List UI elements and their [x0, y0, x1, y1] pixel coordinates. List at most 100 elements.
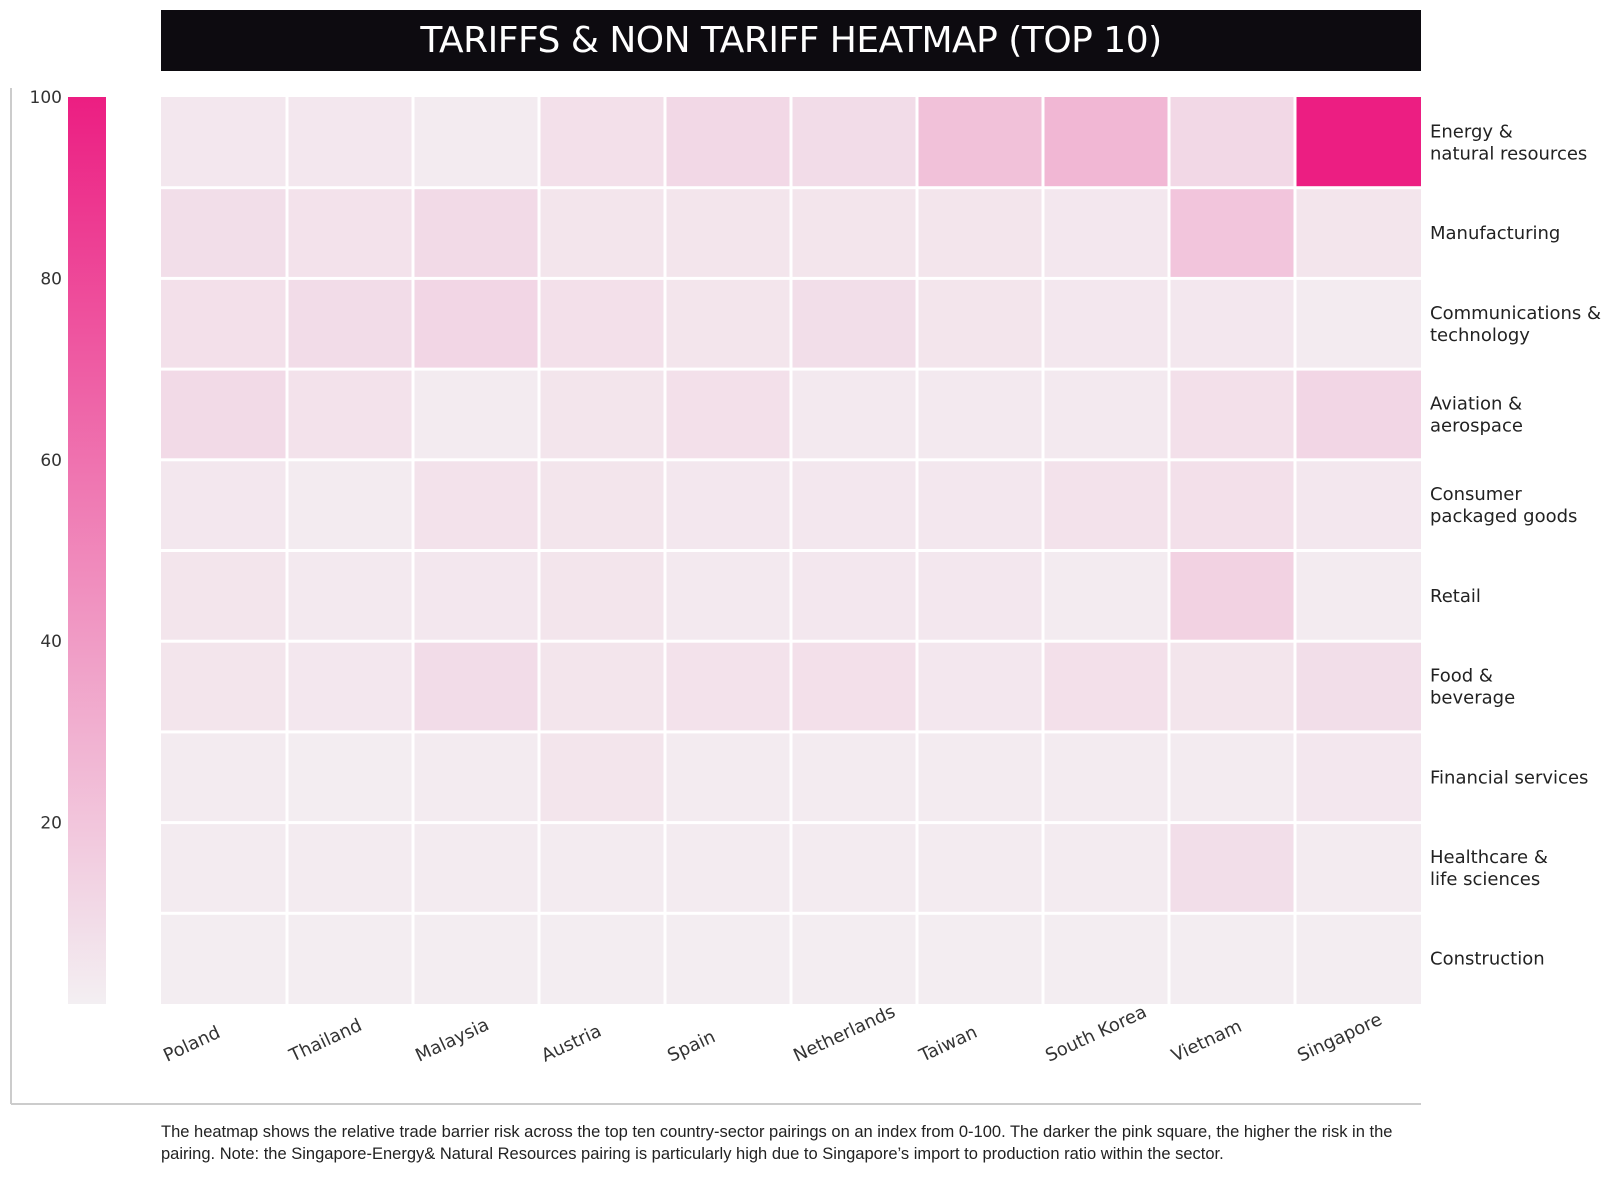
- heatmap-cell: [540, 733, 664, 822]
- heatmap-cell: [1296, 189, 1421, 277]
- heatmap-cell: [540, 824, 664, 912]
- heatmap-cell: [666, 97, 790, 187]
- row-labels: Energy & natural resources Manufacturing Co…: [1430, 121, 1601, 969]
- heatmap-cell: [792, 279, 916, 368]
- column-labels: Poland Thailand Malaysia Austria Spain Nether…: [160, 1001, 1385, 1067]
- heatmap-cell: [918, 279, 1042, 368]
- heatmap-cell: [1296, 552, 1421, 640]
- heatmap-cell: [161, 279, 286, 368]
- row-label: Food & beverage: [1430, 666, 1515, 709]
- heatmap-cell: [1296, 642, 1421, 731]
- heatmap-cell: [792, 824, 916, 912]
- heatmap-cell: [666, 914, 790, 1004]
- heatmap-cell: [1170, 97, 1294, 187]
- heatmap-cell: [666, 189, 790, 277]
- heatmap-cell: [792, 733, 916, 822]
- heatmap-cell: [540, 97, 664, 187]
- heatmap-cell: [414, 642, 538, 731]
- heatmap-cell: [666, 461, 790, 549]
- heatmap-cell: [918, 97, 1042, 187]
- heatmap-cell: [414, 914, 538, 1004]
- heatmap-cell: [1296, 370, 1421, 459]
- heatmap-cell: [1044, 824, 1168, 912]
- heatmap-cell: [414, 824, 538, 912]
- column-label: Thailand: [285, 1015, 365, 1067]
- heatmap-cell: [1170, 642, 1294, 731]
- heatmap-cell: [666, 552, 790, 640]
- heatmap-cell: [1044, 552, 1168, 640]
- heatmap-cell: [414, 733, 538, 822]
- heatmap-cell: [1170, 552, 1294, 640]
- colorbar-tick-label: 40: [40, 632, 62, 652]
- heatmap-cell: [1296, 914, 1421, 1004]
- heatmap-cell: [1296, 733, 1421, 822]
- heatmap-cell: [918, 914, 1042, 1004]
- heatmap-cell: [918, 733, 1042, 822]
- heatmap-cell: [1044, 97, 1168, 187]
- heatmap-cell: [918, 642, 1042, 731]
- heatmap-cell: [1170, 824, 1294, 912]
- column-label: South Korea: [1042, 1001, 1150, 1066]
- row-label: Manufacturing: [1430, 223, 1560, 244]
- heatmap-cell: [1044, 642, 1168, 731]
- heatmap-cell: [288, 279, 412, 368]
- heatmap-cell: [540, 461, 664, 549]
- row-label: Consumer packaged goods: [1430, 484, 1577, 527]
- row-label: Retail: [1430, 586, 1481, 607]
- heatmap-cell: [414, 552, 538, 640]
- chart-caption: The heatmap shows the relative trade bar…: [161, 1123, 1393, 1163]
- row-label: Construction: [1430, 949, 1545, 970]
- heatmap-cell: [918, 189, 1042, 277]
- heatmap-cell: [414, 279, 538, 368]
- heatmap-cell: [1044, 370, 1168, 459]
- colorbar-tick-label: 60: [40, 451, 62, 471]
- heatmap-cell: [288, 461, 412, 549]
- heatmap-cell: [918, 461, 1042, 549]
- heatmap-cell: [288, 914, 412, 1004]
- row-label: Aviation & aerospace: [1430, 394, 1523, 437]
- heatmap-cell: [666, 642, 790, 731]
- colorbar-gradient: [68, 97, 106, 1004]
- colorbar-tick-label: 20: [40, 814, 62, 834]
- heatmap-cell: [161, 642, 286, 731]
- heatmap-cell: [161, 461, 286, 549]
- heatmap-cell: [540, 279, 664, 368]
- heatmap-cell: [1296, 824, 1421, 912]
- heatmap-cell: [288, 189, 412, 277]
- heatmap-cell: [1170, 279, 1294, 368]
- heatmap-cell: [161, 552, 286, 640]
- heatmap-cell: [1044, 279, 1168, 368]
- heatmap-cell: [1296, 279, 1421, 368]
- column-label: Austria: [538, 1021, 605, 1067]
- heatmap-cell: [1170, 370, 1294, 459]
- chart-title: TARIFFS & NON TARIFF HEATMAP (TOP 10): [420, 20, 1162, 61]
- heatmap-cell: [918, 552, 1042, 640]
- heatmap-cell: [540, 189, 664, 277]
- heatmap-cell: [792, 97, 916, 187]
- heatmap-cell: [414, 189, 538, 277]
- heatmap-cell: [792, 642, 916, 731]
- heatmap-cell: [1296, 461, 1421, 549]
- heatmap-cell: [666, 824, 790, 912]
- column-label: Poland: [160, 1022, 223, 1066]
- heatmap-cell: [792, 370, 916, 459]
- heatmap-cell: [288, 824, 412, 912]
- row-label: Communications & technology: [1430, 303, 1601, 346]
- column-label: Taiwan: [915, 1022, 980, 1067]
- heatmap-cell: [288, 642, 412, 731]
- heatmap-cell: [161, 824, 286, 912]
- colorbar-tick-label: 80: [40, 269, 62, 289]
- heatmap-cell: [288, 370, 412, 459]
- row-label: Financial services: [1430, 767, 1588, 788]
- column-label: Spain: [664, 1026, 718, 1066]
- heatmap-cell: [792, 914, 916, 1004]
- heatmap-cell: [540, 552, 664, 640]
- row-label: Energy & natural resources: [1430, 121, 1587, 164]
- colorbar: 100 80 60 40 20: [30, 88, 106, 1004]
- heatmap-cell: [540, 914, 664, 1004]
- heatmap-chart: 100 80 60 40 20 Energy & natural resources Man…: [10, 88, 1601, 1105]
- heatmap-cell: [1044, 733, 1168, 822]
- heatmap-cell: [288, 97, 412, 187]
- heatmap-cell: [540, 370, 664, 459]
- heatmap-cell: [1044, 189, 1168, 277]
